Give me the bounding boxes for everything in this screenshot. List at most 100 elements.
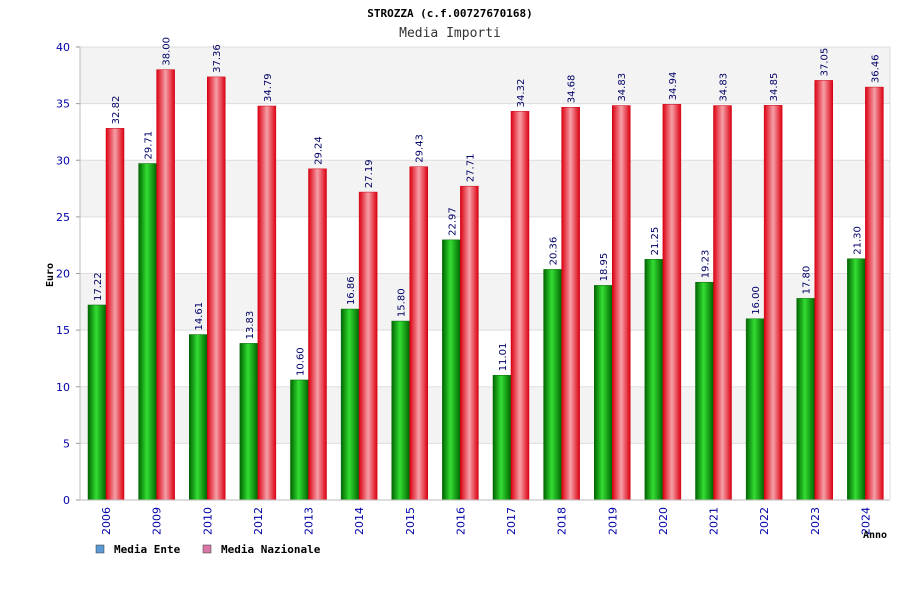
bar-media-nazionale — [814, 80, 833, 501]
bar-media-nazionale — [713, 105, 732, 501]
legend-swatch-media-nazionale — [202, 544, 212, 554]
data-label-media-nazionale: 29.24 — [314, 136, 325, 165]
bar-media-nazionale — [308, 168, 327, 501]
x-tick-label: 2017 — [505, 507, 518, 535]
y-tick-label: 5 — [63, 437, 70, 450]
x-tick-label: 2022 — [758, 507, 771, 535]
x-tick-label: 2023 — [809, 507, 822, 535]
data-label-media-ente: 14.61 — [194, 302, 205, 331]
y-tick-label: 0 — [63, 494, 70, 507]
chart-subtitle: Media Importi — [399, 26, 501, 41]
data-label-media-nazionale: 27.19 — [364, 159, 375, 188]
data-label-media-ente: 22.97 — [447, 207, 458, 236]
data-label-media-nazionale: 37.36 — [212, 44, 223, 73]
legend-swatch-media-ente — [95, 544, 105, 554]
data-label-media-ente: 13.83 — [245, 311, 256, 340]
data-label-media-nazionale: 34.79 — [263, 73, 274, 102]
bar-media-nazionale — [156, 69, 175, 501]
bar-media-ente — [543, 269, 562, 501]
data-label-media-nazionale: 34.83 — [617, 73, 628, 102]
data-label-media-nazionale: 36.46 — [870, 54, 881, 83]
bar-media-ente — [847, 258, 866, 501]
data-label-media-nazionale: 37.05 — [820, 48, 831, 77]
bar-media-nazionale — [865, 86, 884, 501]
bar-media-nazionale — [105, 128, 125, 501]
data-label-media-ente: 11.01 — [498, 343, 509, 372]
bar-media-ente — [189, 334, 208, 501]
data-label-media-ente: 21.30 — [852, 226, 863, 255]
x-tick-label: 2024 — [859, 507, 872, 535]
y-tick-label: 20 — [56, 268, 70, 281]
data-label-media-nazionale: 34.85 — [769, 73, 780, 102]
y-tick-labels: 0 5 10 15 20 25 30 35 40 — [56, 41, 70, 507]
x-tick-labels: 2006 2009 2010 2012 2013 2014 2015 2016 2017 2018… — [100, 507, 872, 535]
x-axis-label: Anno — [863, 530, 887, 541]
chart-title: STROZZA (c.f.00727670168) — [367, 7, 533, 20]
data-label-media-nazionale: 38.00 — [162, 37, 173, 66]
x-tick-label: 2012 — [252, 507, 265, 535]
data-label-media-nazionale: 34.83 — [719, 73, 730, 102]
bar-media-ente — [745, 318, 765, 501]
data-label-media-ente: 19.23 — [701, 250, 712, 279]
data-label-media-nazionale: 32.82 — [111, 96, 122, 125]
y-tick-label: 10 — [56, 381, 70, 394]
data-label-media-ente: 18.95 — [599, 253, 610, 282]
bar-media-ente — [796, 298, 815, 501]
bar-media-nazionale — [561, 106, 580, 501]
bar-media-ente — [492, 375, 512, 501]
data-label-media-ente: 21.25 — [650, 227, 661, 256]
data-label-media-ente: 20.36 — [549, 237, 560, 266]
bar-media-nazionale — [460, 185, 479, 501]
y-tick-label: 40 — [56, 41, 70, 54]
x-tick-label: 2014 — [353, 507, 366, 535]
data-label-media-ente: 29.71 — [144, 131, 155, 160]
data-label-media-nazionale: 29.43 — [415, 134, 426, 163]
bar-media-ente — [442, 239, 461, 501]
x-tick-label: 2006 — [100, 507, 113, 535]
data-label-media-ente: 17.80 — [802, 266, 813, 295]
data-label-media-ente: 16.86 — [346, 276, 357, 305]
bar-media-nazionale — [207, 76, 226, 501]
bar-media-nazionale — [510, 111, 530, 501]
data-label-media-ente: 17.22 — [93, 272, 104, 301]
x-tick-label: 2021 — [708, 507, 721, 535]
bar-media-ente — [594, 285, 613, 501]
y-tick-label: 15 — [56, 324, 70, 337]
x-tick-label: 2009 — [151, 507, 164, 535]
bar-media-ente — [644, 259, 664, 501]
bar-media-nazionale — [612, 105, 631, 501]
data-label-media-ente: 10.60 — [296, 347, 307, 376]
bar-media-nazionale — [662, 104, 682, 501]
bar-media-ente — [340, 308, 360, 501]
x-tick-label: 2010 — [201, 507, 214, 535]
bar-media-ente — [239, 343, 259, 501]
legend: Media Ente Media Nazionale — [95, 543, 321, 556]
y-axis-label: Euro — [45, 263, 56, 287]
bar-media-ente — [87, 304, 107, 501]
bar-media-nazionale — [257, 105, 277, 501]
x-tick-label: 2020 — [657, 507, 670, 535]
data-labels: 17.22 32.82 29.71 38.00 14.61 37.36 13.83 34.79… — [93, 37, 881, 376]
data-label-media-nazionale: 27.71 — [465, 154, 476, 183]
data-label-media-nazionale: 34.94 — [668, 72, 679, 101]
x-tick-label: 2015 — [404, 507, 417, 535]
x-tick-label: 2019 — [606, 507, 619, 535]
bar-media-ente — [138, 163, 157, 501]
bar-media-nazionale — [409, 166, 428, 501]
y-tick-label: 30 — [56, 154, 70, 167]
legend-label-media-ente: Media Ente — [114, 543, 181, 556]
x-tick-label: 2016 — [454, 507, 467, 535]
bar-media-ente — [391, 320, 410, 501]
bar-media-ente — [695, 281, 714, 501]
data-label-media-ente: 15.80 — [397, 288, 408, 317]
data-label-media-ente: 16.00 — [751, 286, 762, 315]
data-label-media-nazionale: 34.32 — [516, 79, 527, 108]
bar-media-ente — [290, 379, 309, 501]
bar-media-nazionale — [358, 191, 378, 501]
legend-label-media-nazionale: Media Nazionale — [221, 543, 321, 556]
axes — [79, 47, 891, 501]
bar-media-nazionale — [763, 105, 783, 501]
y-tick-label: 35 — [56, 98, 70, 111]
x-tick-label: 2018 — [556, 507, 569, 535]
